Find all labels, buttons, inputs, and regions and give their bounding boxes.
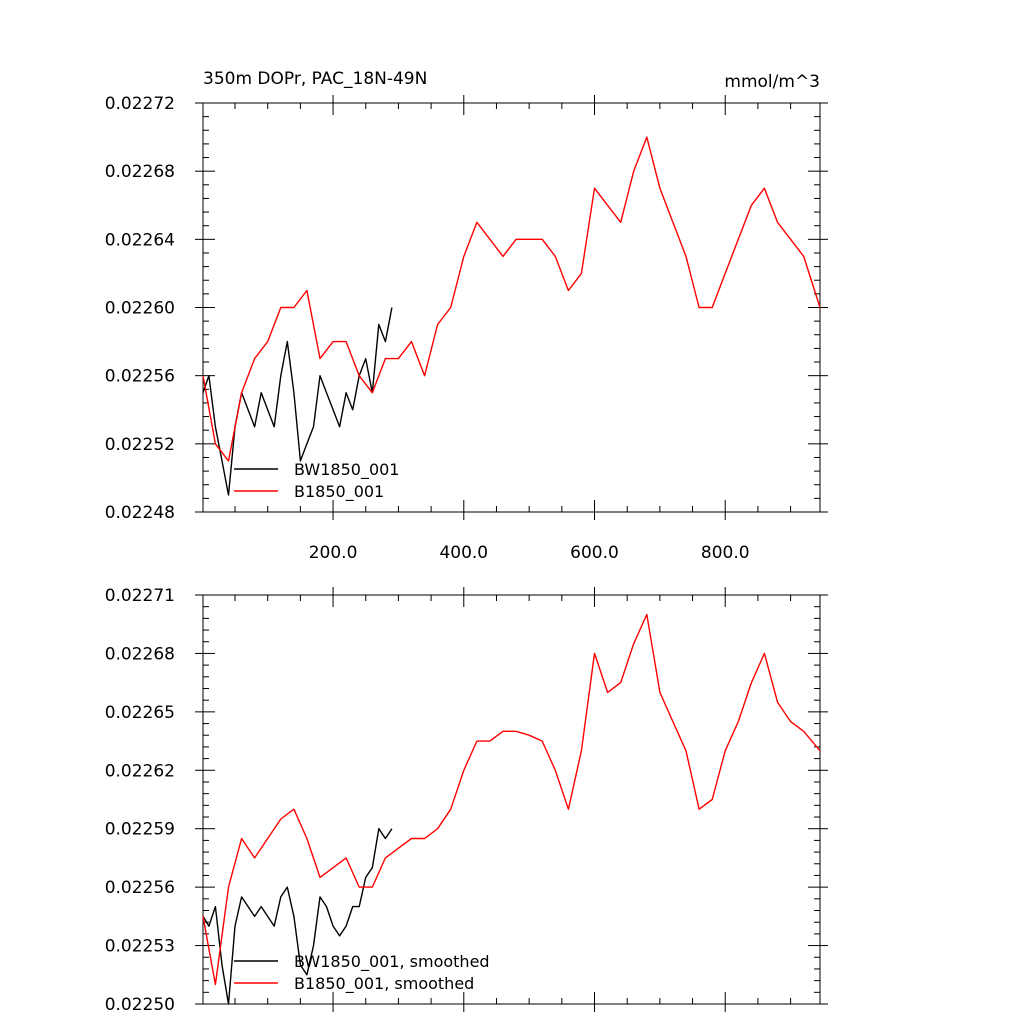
top-series-b1850 [202, 136, 821, 462]
top-plot-frame [202, 102, 821, 513]
top-y-tick-label: 0.02268 [105, 162, 175, 182]
top-y-tick-label: 0.02272 [105, 94, 175, 114]
bottom-series-b1850 [202, 613, 821, 986]
units-label: mmol/m^3 [724, 72, 820, 92]
bottom-y-tick-label: 0.02250 [105, 995, 175, 1015]
bottom-y-tick-label: 0.02268 [105, 644, 175, 664]
top-x-tick-label: 200.0 [309, 543, 358, 563]
top-y-tick-label: 0.02252 [105, 435, 175, 455]
top-legend-label: BW1850_001 [294, 460, 399, 480]
bottom-panel: 0.02250 0.02253 0.02256 0.02259 0.02262 0.022… [105, 586, 828, 1015]
bottom-y-tick-label: 0.02271 [105, 586, 175, 606]
bottom-y-tick-label: 0.02259 [105, 820, 175, 840]
chart-title: 350m DOPr, PAC_18N-49N [203, 69, 427, 89]
top-x-tick-label: 400.0 [439, 543, 488, 563]
top-y-tick-label: 0.02256 [105, 367, 175, 387]
top-x-tick-label: 800.0 [701, 543, 750, 563]
top-legend-label: B1850_001 [294, 482, 384, 502]
bottom-y-tick-label: 0.02262 [105, 761, 175, 781]
top-y-tick-label: 0.02248 [105, 503, 175, 523]
bottom-y-tick-label: 0.02256 [105, 878, 175, 898]
bottom-y-tick-label: 0.02265 [105, 703, 175, 723]
bottom-y-tick-label: 0.02253 [105, 937, 175, 957]
top-x-tick-label: 600.0 [570, 543, 619, 563]
bottom-legend-label: B1850_001, smoothed [294, 974, 474, 994]
top-series-bw1850 [202, 307, 393, 496]
top-y-tick-label: 0.02264 [105, 230, 175, 250]
top-panel: 200.0 400.0 600.0 800.0 0.02248 0.02252 0.0225… [105, 94, 828, 563]
bottom-series-bw1850 [202, 828, 393, 1005]
bottom-plot-frame [202, 594, 821, 1005]
bottom-legend-label: BW1850_001, smoothed [294, 952, 490, 972]
top-y-tick-label: 0.02260 [105, 299, 175, 319]
